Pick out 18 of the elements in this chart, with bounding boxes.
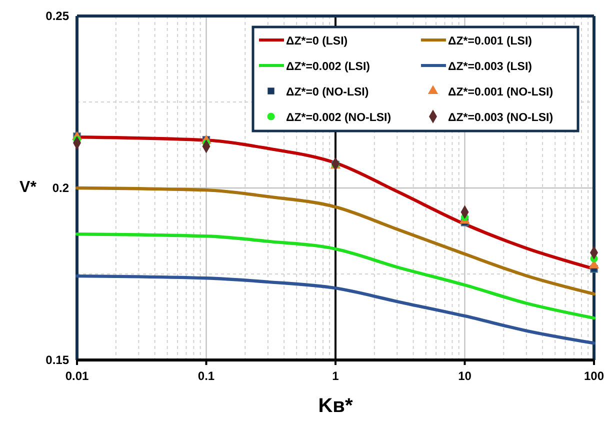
y-tick-label: 0.15: [46, 353, 70, 367]
legend-label: ΔZ*=0 (LSI): [286, 36, 348, 48]
legend-label: ΔZ*=0.002 (LSI): [286, 61, 370, 73]
x-tick-label: 10: [458, 369, 472, 383]
legend-label: ΔZ*=0.003 (NO-LSI): [448, 112, 554, 124]
x-tick-label: 1: [332, 369, 340, 383]
legend-label: ΔZ*=0.001 (NO-LSI): [448, 86, 554, 98]
legend-label: ΔZ*=0 (NO-LSI): [286, 86, 369, 98]
x-axis-title: Kʙ*: [318, 395, 353, 417]
x-tick-label: 0.1: [198, 369, 215, 383]
y-tick-label: 0.25: [46, 9, 70, 23]
x-tick-label: 0.01: [65, 369, 89, 383]
x-tick-label: 100: [584, 369, 604, 383]
y-tick-label: 0.2: [52, 181, 70, 195]
legend-label: ΔZ*=0.003 (LSI): [448, 61, 532, 73]
legend-label: ΔZ*=0.002 (NO-LSI): [286, 112, 392, 124]
y-axis-title: V*: [20, 179, 38, 196]
legend-label: ΔZ*=0.001 (LSI): [448, 36, 532, 48]
